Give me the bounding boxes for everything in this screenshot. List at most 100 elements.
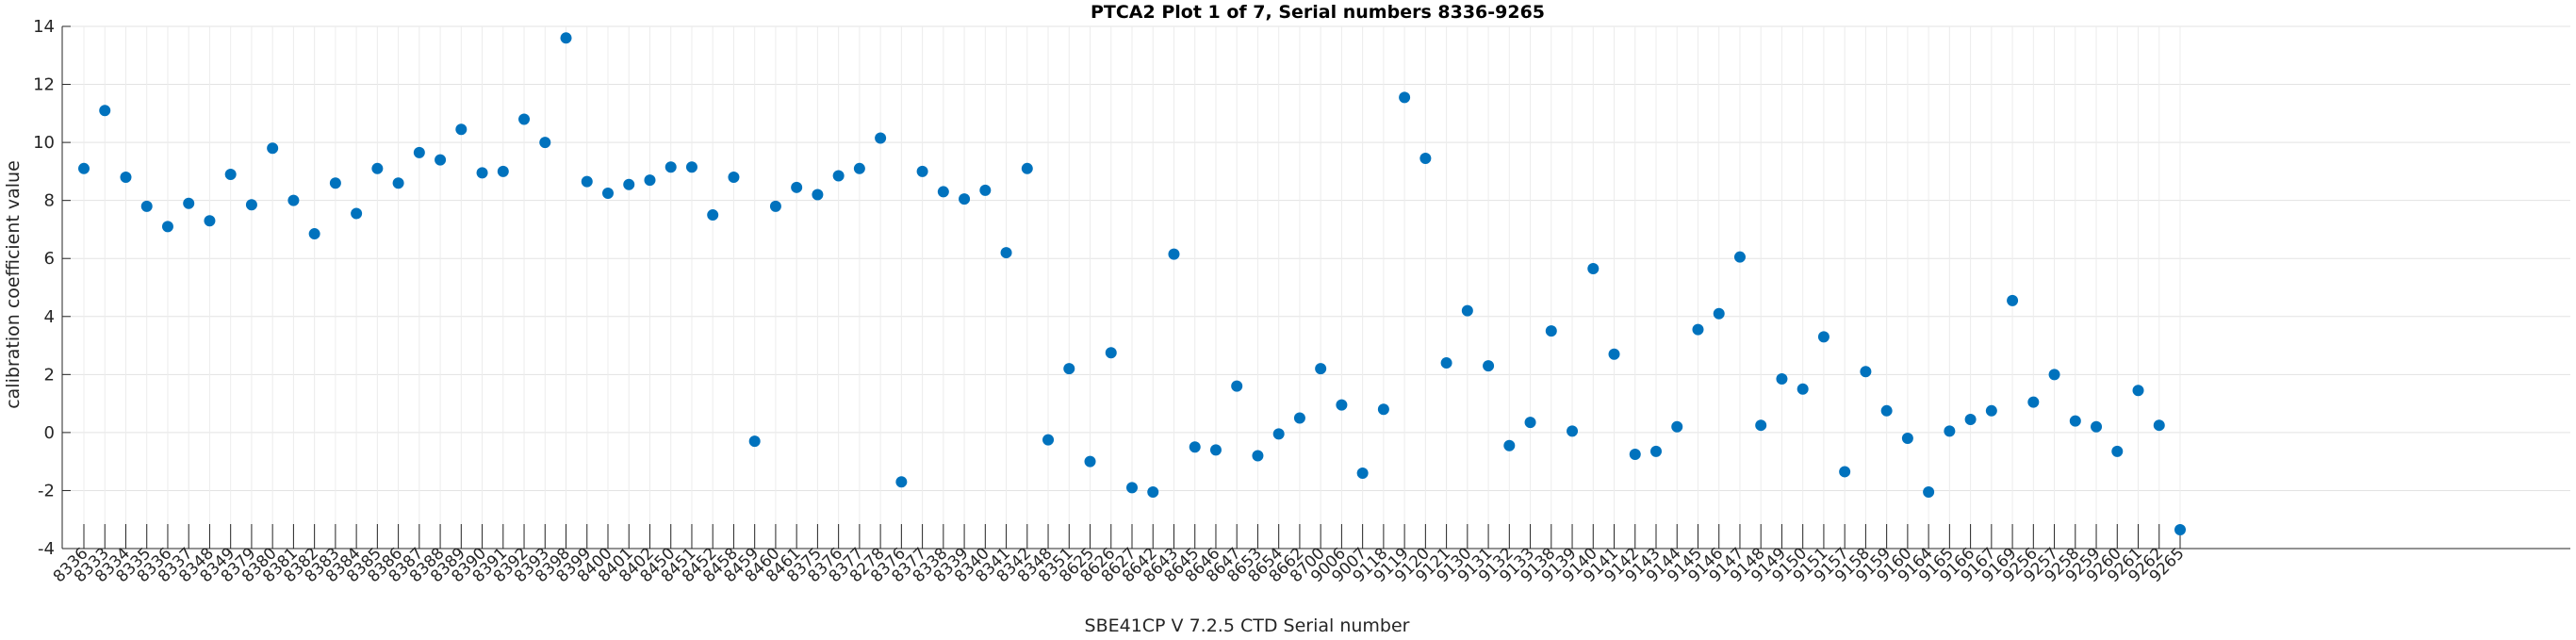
data-point: [1901, 433, 1913, 445]
data-point: [1860, 366, 1872, 378]
data-point: [1985, 404, 1997, 417]
data-point: [1608, 348, 1620, 360]
data-point: [1713, 307, 1725, 320]
data-point: [1503, 439, 1516, 451]
data-point: [1964, 414, 1977, 426]
data-point: [895, 476, 908, 488]
data-point: [2069, 415, 2081, 427]
data-point: [916, 165, 928, 177]
data-point: [1021, 162, 1033, 174]
grid-layer: [62, 25, 2570, 550]
data-point: [748, 435, 761, 448]
data-point: [1168, 248, 1180, 260]
data-point: [1671, 420, 1683, 433]
data-point: [1399, 91, 1411, 104]
data-point: [2132, 385, 2144, 397]
data-point: [2153, 419, 2165, 432]
data-point: [1042, 434, 1055, 446]
data-point: [1105, 347, 1117, 359]
data-point: [1587, 262, 1600, 274]
data-point: [183, 197, 195, 209]
data-point: [2174, 523, 2186, 535]
data-point: [497, 165, 509, 177]
data-point: [1944, 425, 1956, 437]
data-point: [1733, 251, 1746, 263]
data-point: [1483, 360, 1495, 372]
data-point: [959, 193, 971, 205]
data-point: [99, 105, 111, 117]
data-point: [665, 161, 677, 173]
data-point: [1336, 399, 1348, 411]
y-axis-label: calibration coefficient value: [3, 160, 24, 409]
data-point: [791, 181, 803, 193]
data-point: [581, 175, 593, 188]
data-point: [140, 200, 153, 212]
data-point: [1440, 357, 1452, 369]
data-point: [308, 228, 320, 240]
data-point: [161, 221, 173, 233]
data-point: [392, 177, 404, 189]
data-point: [329, 177, 341, 189]
data-point: [2007, 294, 2019, 306]
data-point: [1755, 419, 1767, 432]
data-point: [1356, 467, 1369, 479]
data-point: [1063, 363, 1075, 375]
data-point: [1797, 383, 1809, 395]
data-point: [1147, 485, 1159, 498]
data-point: [245, 199, 257, 211]
data-point: [1084, 455, 1096, 468]
data-point: [623, 178, 635, 190]
data-point: [224, 168, 237, 180]
data-point: [1252, 450, 1264, 462]
data-point: [1461, 304, 1473, 317]
data-point: [1629, 448, 1641, 460]
data-point: [1567, 425, 1579, 437]
data-point: [1545, 325, 1557, 337]
data-point: [769, 200, 781, 212]
data-point: [1293, 412, 1305, 424]
y-tick-label: 6: [44, 249, 55, 269]
data-point: [1839, 466, 1851, 478]
data-point: [1126, 482, 1138, 494]
data-point: [1209, 444, 1222, 456]
data-point: [1231, 380, 1243, 392]
data-point: [1880, 404, 1893, 417]
data-point: [518, 113, 531, 125]
data-point: [204, 215, 216, 227]
data-point: [455, 123, 468, 136]
data-point: [2091, 420, 2103, 433]
y-tick-label: 4: [44, 307, 55, 327]
data-point: [937, 186, 949, 198]
data-point: [1650, 445, 1662, 457]
data-point: [644, 174, 656, 187]
data-point: [875, 132, 887, 144]
axes-layer: [61, 26, 2570, 550]
y-tick-label: 2: [44, 365, 55, 385]
data-point: [476, 167, 488, 179]
data-point: [1272, 428, 1285, 440]
data-point: [685, 161, 697, 173]
data-point: [371, 162, 384, 174]
data-point: [435, 154, 447, 166]
data-point: [78, 162, 90, 174]
data-point: [1923, 485, 1935, 498]
data-point: [1419, 153, 1432, 165]
points-layer: [78, 32, 2186, 535]
data-point: [1189, 441, 1201, 453]
data-point: [1817, 331, 1829, 343]
data-point: [287, 194, 300, 206]
y-tick-label: -4: [38, 539, 55, 559]
data-point: [1524, 417, 1536, 429]
y-tick-label: 10: [33, 133, 55, 153]
chart-title: PTCA2 Plot 1 of 7, Serial numbers 8336-9…: [1091, 2, 1545, 23]
data-point: [853, 162, 865, 174]
data-point: [1776, 372, 1788, 385]
data-point: [2027, 396, 2040, 408]
data-point: [413, 146, 425, 158]
y-tick-label: 0: [44, 423, 55, 443]
x-axis-label: SBE41CP V 7.2.5 CTD Serial number: [1085, 615, 1410, 636]
y-tick-label: 12: [33, 75, 55, 95]
data-point: [1000, 247, 1012, 259]
